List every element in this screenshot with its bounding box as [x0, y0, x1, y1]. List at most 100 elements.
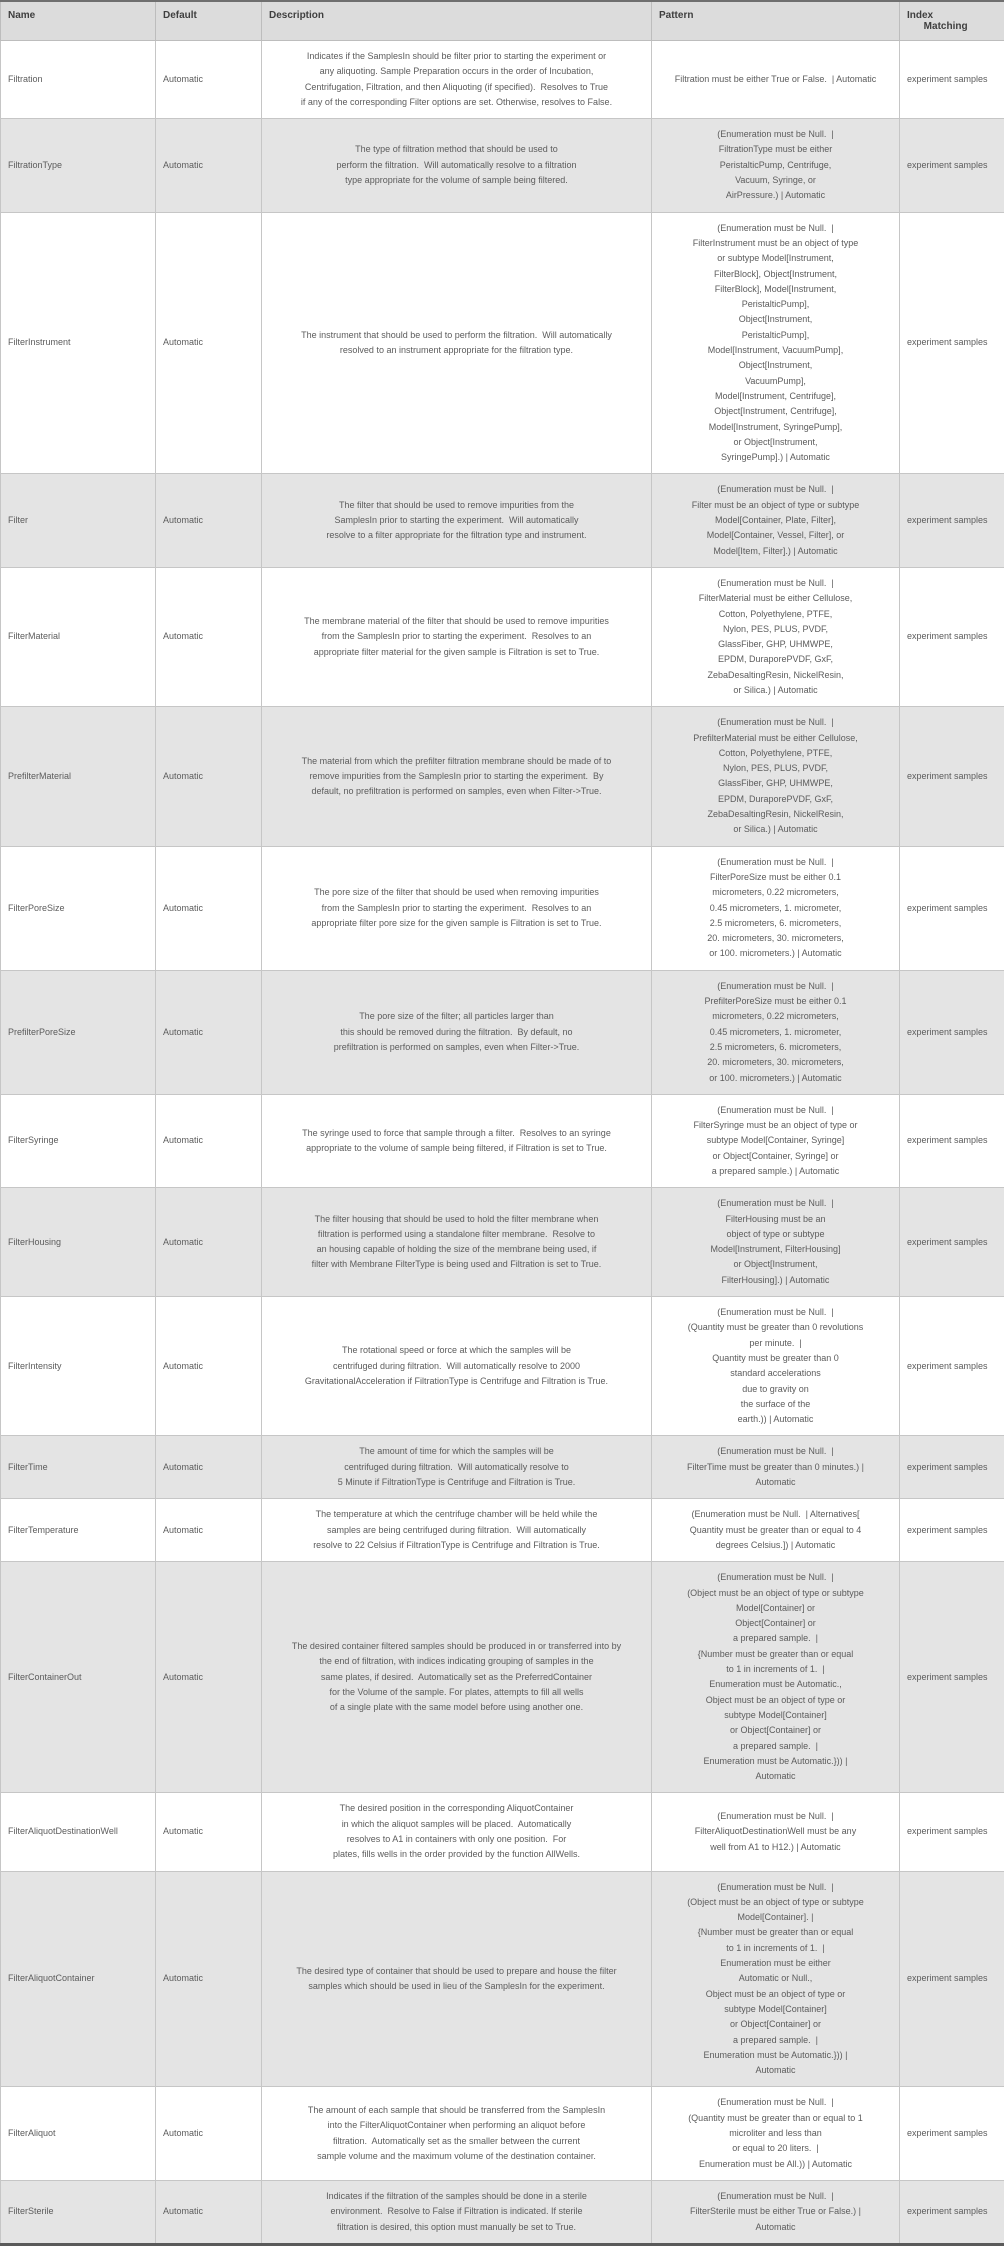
option-name: Filter	[0, 473, 156, 568]
option-name: PrefilterMaterial	[0, 706, 156, 847]
option-description: The membrane material of the filter that…	[261, 566, 652, 708]
option-name: FilterSyringe	[0, 1093, 156, 1189]
option-default-value: Automatic	[155, 1498, 262, 1563]
option-pattern: (Enumeration must be Null. | (Object mus…	[651, 1870, 900, 2088]
option-default-value: Automatic	[155, 1093, 262, 1189]
option-name: FilterHousing	[0, 1187, 156, 1298]
option-default-value: Automatic	[155, 706, 262, 847]
option-pattern: (Enumeration must be Null. | FiltrationT…	[651, 118, 900, 213]
option-default-value: Automatic	[155, 566, 262, 708]
column-header-description: Description	[261, 0, 652, 41]
option-pattern: (Enumeration must be Null. | (Object mus…	[651, 1561, 900, 1794]
option-default-value: Automatic	[155, 2086, 262, 2181]
option-name: FiltrationType	[0, 118, 156, 213]
table-row: Filtration Automatic Indicates if the Sa…	[0, 39, 1004, 120]
option-description: The syringe used to force that sample th…	[261, 1093, 652, 1189]
table-row: FilterAliquotDestinationWell Automatic T…	[0, 1792, 1004, 1872]
option-description: The type of filtration method that shoul…	[261, 118, 652, 213]
option-index-matching: experiment samples	[899, 1498, 1004, 1563]
table-row: FilterSyringe Automatic The syringe used…	[0, 1093, 1004, 1189]
option-default-value: Automatic	[155, 211, 262, 475]
table-row: PrefilterMaterial Automatic The material…	[0, 706, 1004, 847]
option-pattern: Filtration must be either True or False.…	[651, 39, 900, 120]
option-pattern: (Enumeration must be Null. | FilterInstr…	[651, 211, 900, 475]
option-name: FilterSterile	[0, 2179, 156, 2245]
table-row: FilterInstrument Automatic The instrumen…	[0, 211, 1004, 475]
option-default-value: Automatic	[155, 969, 262, 1095]
option-name: FilterAliquot	[0, 2086, 156, 2181]
option-index-matching: experiment samples	[899, 1187, 1004, 1298]
option-name: FilterMaterial	[0, 566, 156, 708]
option-pattern: (Enumeration must be Null. | FilterHousi…	[651, 1187, 900, 1298]
option-index-matching: experiment samples	[899, 845, 1004, 971]
option-index-matching: experiment samples	[899, 39, 1004, 120]
option-index-matching: experiment samples	[899, 1435, 1004, 1500]
option-pattern: (Enumeration must be Null. | FilterMater…	[651, 566, 900, 708]
table-header-row: Name Default Description Pattern Index M…	[0, 0, 1004, 41]
option-name: Filtration	[0, 39, 156, 120]
option-default-value: Automatic	[155, 1187, 262, 1298]
option-pattern: (Enumeration must be Null. | FilterAliqu…	[651, 1792, 900, 1872]
option-name: FilterAliquotContainer	[0, 1870, 156, 2088]
option-default-value: Automatic	[155, 2179, 262, 2245]
option-description: The rotational speed or force at which t…	[261, 1296, 652, 1437]
option-index-matching: experiment samples	[899, 706, 1004, 847]
option-name: FilterContainerOut	[0, 1561, 156, 1794]
option-name: FilterTime	[0, 1435, 156, 1500]
option-description: The desired position in the correspondin…	[261, 1792, 652, 1872]
option-name: FilterIntensity	[0, 1296, 156, 1437]
option-description: The temperature at which the centrifuge …	[261, 1498, 652, 1563]
option-index-matching: experiment samples	[899, 211, 1004, 475]
table-row: FilterHousing Automatic The filter housi…	[0, 1187, 1004, 1298]
option-name: FilterAliquotDestinationWell	[0, 1792, 156, 1872]
option-index-matching: experiment samples	[899, 566, 1004, 708]
option-pattern: (Enumeration must be Null. | FilterTime …	[651, 1435, 900, 1500]
table-row: Filter Automatic The filter that should …	[0, 473, 1004, 568]
column-header-index-matching: Index Matching	[899, 0, 1004, 41]
option-name: PrefilterPoreSize	[0, 969, 156, 1095]
option-default-value: Automatic	[155, 1792, 262, 1872]
table-row: FilterAliquot Automatic The amount of ea…	[0, 2086, 1004, 2181]
option-index-matching: experiment samples	[899, 969, 1004, 1095]
option-description: The instrument that should be used to pe…	[261, 211, 652, 475]
option-index-matching: experiment samples	[899, 118, 1004, 213]
option-pattern: (Enumeration must be Null. | (Quantity m…	[651, 2086, 900, 2181]
option-index-matching: experiment samples	[899, 1792, 1004, 1872]
column-header-pattern: Pattern	[651, 0, 900, 41]
option-description: Indicates if the SamplesIn should be fil…	[261, 39, 652, 120]
table-row: FilterTemperature Automatic The temperat…	[0, 1498, 1004, 1563]
table-row: FilterIntensity Automatic The rotational…	[0, 1296, 1004, 1437]
option-description: The amount of each sample that should be…	[261, 2086, 652, 2181]
option-description: The amount of time for which the samples…	[261, 1435, 652, 1500]
option-index-matching: experiment samples	[899, 1093, 1004, 1189]
table-row: FilterContainerOut Automatic The desired…	[0, 1561, 1004, 1794]
option-default-value: Automatic	[155, 473, 262, 568]
option-index-matching: experiment samples	[899, 1296, 1004, 1437]
table-row: FilterTime Automatic The amount of time …	[0, 1435, 1004, 1500]
column-header-default: Default	[155, 0, 262, 41]
table-row: FiltrationType Automatic The type of fil…	[0, 118, 1004, 213]
option-pattern: (Enumeration must be Null. | FilterSteri…	[651, 2179, 900, 2245]
option-description: The pore size of the filter; all particl…	[261, 969, 652, 1095]
table-row: FilterMaterial Automatic The membrane ma…	[0, 566, 1004, 708]
table-row: FilterSterile Automatic Indicates if the…	[0, 2179, 1004, 2245]
option-pattern: (Enumeration must be Null. | Filter must…	[651, 473, 900, 568]
option-description: Indicates if the filtration of the sampl…	[261, 2179, 652, 2245]
option-name: FilterPoreSize	[0, 845, 156, 971]
option-description: The material from which the prefilter fi…	[261, 706, 652, 847]
option-default-value: Automatic	[155, 1561, 262, 1794]
option-default-value: Automatic	[155, 1296, 262, 1437]
option-index-matching: experiment samples	[899, 2086, 1004, 2181]
table-row: PrefilterPoreSize Automatic The pore siz…	[0, 969, 1004, 1095]
option-pattern: (Enumeration must be Null. | PrefilterMa…	[651, 706, 900, 847]
option-pattern: (Enumeration must be Null. | PrefilterPo…	[651, 969, 900, 1095]
option-pattern: (Enumeration must be Null. | FilterSyrin…	[651, 1093, 900, 1189]
option-index-matching: experiment samples	[899, 2179, 1004, 2245]
option-default-value: Automatic	[155, 39, 262, 120]
option-index-matching: experiment samples	[899, 1561, 1004, 1794]
option-name: FilterInstrument	[0, 211, 156, 475]
option-description: The pore size of the filter that should …	[261, 845, 652, 971]
option-name: FilterTemperature	[0, 1498, 156, 1563]
